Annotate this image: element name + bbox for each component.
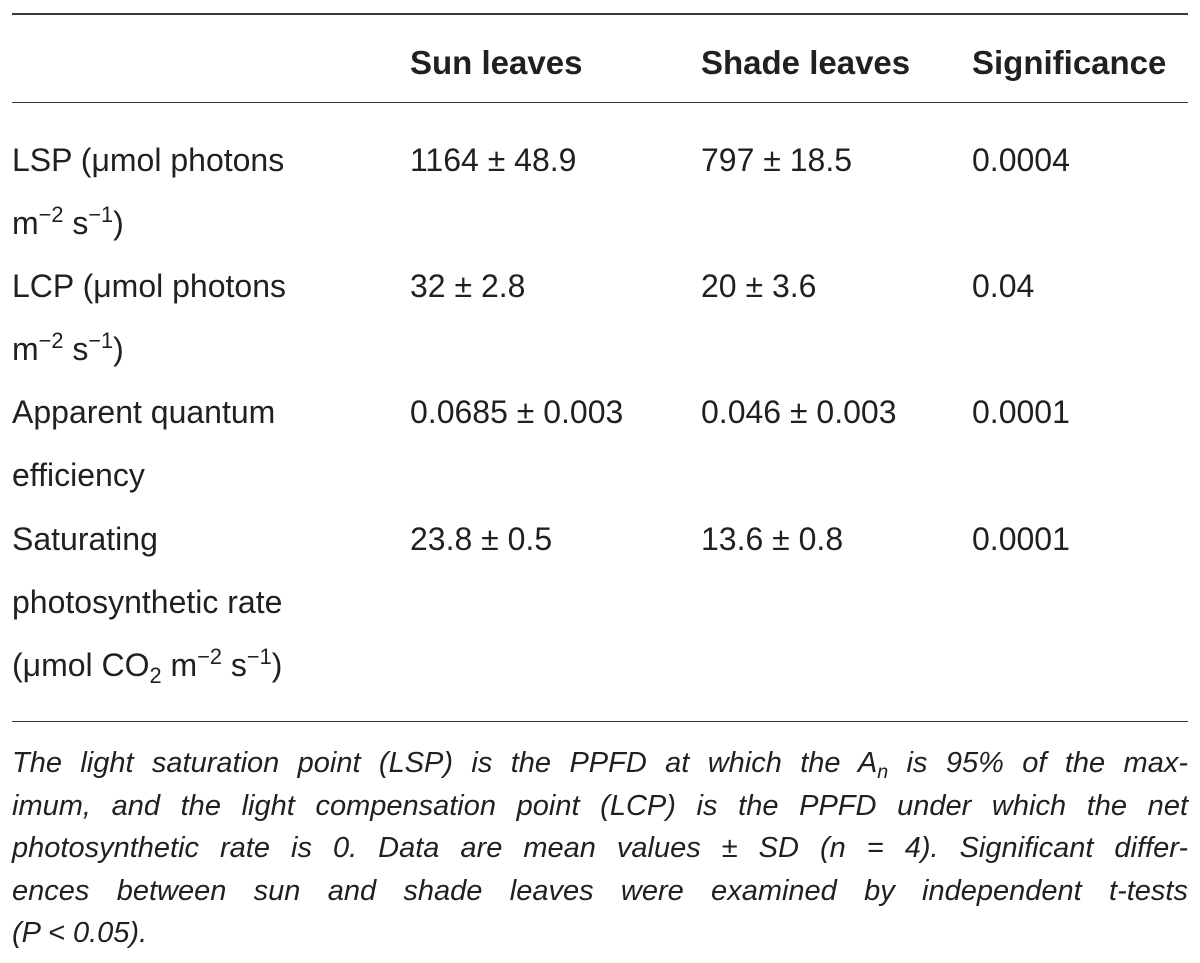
row-label-line: Apparent quantum (12, 394, 276, 430)
cell-significance: 0.0004 (972, 142, 1070, 178)
row-label: LSP (μmol photons m−2 s−1) (12, 129, 392, 255)
row-label-line: m−2 s−1) (12, 328, 124, 367)
row-label-line: Saturating (12, 521, 158, 557)
cell-significance: 0.0001 (972, 394, 1070, 430)
cell-sun-leaves: 1164 ± 48.9 (410, 142, 577, 178)
cell-shade-leaves: 797 ± 18.5 (701, 142, 853, 178)
table-top-rule (12, 13, 1188, 15)
cell-shade-leaves: 20 ± 3.6 (701, 268, 817, 304)
footnote-line: (P < 0.05). (12, 917, 148, 949)
footnote-line: photosynthetic rate is 0. Data are mean … (12, 832, 1188, 864)
header-significance: Significance (972, 44, 1167, 81)
cell-shade-leaves: 0.046 ± 0.003 (701, 394, 897, 430)
row-label-line: LCP (μmol photons (12, 268, 286, 304)
cell-significance: 0.0001 (972, 521, 1070, 557)
cell-sun-leaves: 32 ± 2.8 (410, 268, 526, 304)
row-label-line: photosynthetic rate (12, 584, 283, 620)
row-label: LCP (μmol photons m−2 s−1) (12, 255, 392, 381)
row-label-line: m−2 s−1) (12, 202, 124, 241)
footnote-line: The light saturation point (LSP) is the … (12, 747, 1188, 783)
row-label-line: LSP (μmol photons (12, 142, 285, 178)
row-label: Saturating photosynthetic rate (μmol CO2 m… (12, 508, 392, 697)
row-label: Apparent quantum efficiency (12, 381, 392, 507)
cell-sun-leaves: 0.0685 ± 0.003 (410, 394, 624, 430)
table-header-rule (12, 102, 1188, 103)
cell-shade-leaves: 13.6 ± 0.8 (701, 521, 844, 557)
cell-significance: 0.04 (972, 268, 1035, 304)
row-label-line: efficiency (12, 457, 145, 493)
table-footnote: The light saturation point (LSP) is the … (12, 742, 1188, 955)
footnote-line: ences between sun and shade leaves were … (12, 874, 1188, 907)
table-bottom-rule (12, 721, 1188, 722)
row-label-line: (μmol CO2 m−2 s−1) (12, 644, 283, 688)
footnote-line: imum, and the light compensation point (… (12, 789, 1188, 822)
cell-sun-leaves: 23.8 ± 0.5 (410, 521, 553, 557)
header-shade-leaves: Shade leaves (701, 44, 911, 81)
header-sun-leaves: Sun leaves (410, 44, 583, 81)
